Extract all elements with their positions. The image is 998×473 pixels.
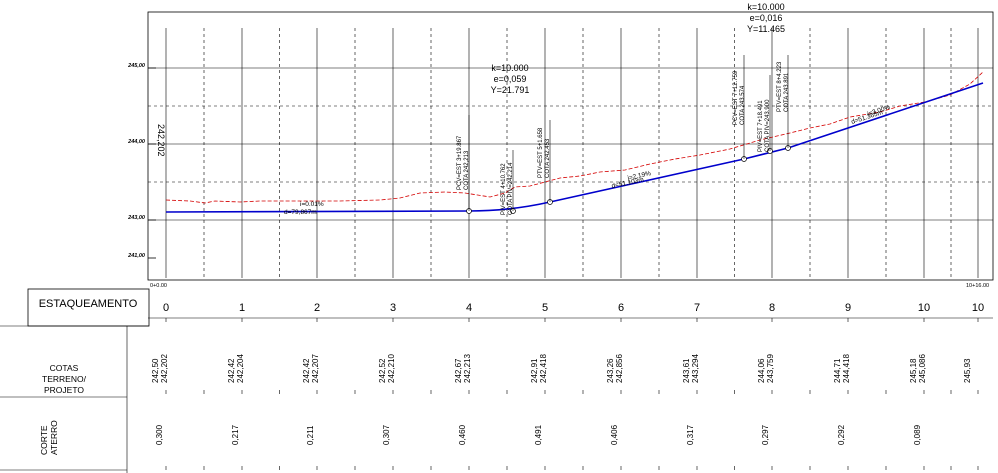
slope-grade: i=2.19% [627,170,652,182]
station-number: 5 [542,302,548,314]
pi-cota-label: COTA PIV=243.900 [765,99,771,152]
pi-label: PIV=EST 4+10.762 [501,163,507,215]
pi-label: PTV=EST 5+1.658 [538,127,544,178]
cotas-title: PROJETO [44,385,84,395]
projeto-value: 242,202 [160,354,169,383]
projeto-value: 242,210 [387,354,396,383]
profile-lines [165,55,984,214]
pi-label: PCV=EST 7+12.759 [733,70,739,125]
chainage-start: 0+0.00 [150,283,167,289]
terreno-value: 244,71 [833,358,842,383]
pi-label: PIV=EST 7+18.491 [758,100,764,152]
terreno-value: 242,42 [302,358,311,383]
terreno-value: 245,93 [963,358,972,383]
projeto-value: 242,204 [236,354,245,383]
projeto-value: 243,294 [691,354,700,383]
corte-value: 0,297 [761,424,770,445]
pi-cota-label: COTA PIV=242.214 [508,162,514,215]
corte-value: 0,491 [534,424,543,445]
terreno-value: 242,50 [151,358,160,383]
station-number: 9 [845,302,851,314]
corte-value: 0,317 [686,424,695,445]
corte-value: 0,307 [382,424,391,445]
curve-e: e=0,059 [494,74,527,84]
station-number: 2 [314,302,320,314]
elevation-label: 241,00 [127,253,145,259]
elevation-label: 244,00 [127,139,145,145]
corte-value: 0,406 [610,424,619,445]
profile-frame [147,11,994,281]
terreno-value: 242,52 [378,358,387,383]
pi-label: PCV=EST 3+19.867 [457,135,463,190]
terrain-line [165,71,984,204]
projeto-value: 242,213 [463,354,472,383]
slope-grade: i=0.01% [300,201,324,208]
corte-value: 0,211 [306,425,315,445]
pi-cota-label: COTA 242,213 [464,150,470,190]
estaqueamento-header: ESTAQUEAMENTO [38,298,138,310]
projeto-value: 244,418 [842,354,851,383]
curve-k: k=10.000 [491,63,528,73]
station-number: 0 [163,302,169,314]
cotas-title: TERRENO/ [42,374,87,384]
station-number: 6 [618,302,624,314]
curve-y: Y=21.791 [491,85,530,95]
station-number: 4 [466,302,472,314]
start-elevation-label: 242,202 [156,124,166,157]
curve-k: k=10.000 [747,2,784,12]
chainage-end: 10+16.00 [966,283,989,289]
station-number: 7 [694,302,700,314]
station-number: 10 [972,302,984,314]
terreno-value: 244,06 [757,358,766,383]
cotas-title: COTAS [50,363,79,373]
corte-value: 0,217 [231,424,240,445]
corte-value: 0,300 [155,424,164,445]
projeto-value: 242,207 [311,354,320,383]
pi-cota-label: COTA 243.891 [784,72,790,112]
elevation-label: 243,00 [127,215,145,221]
profile-labels: 245,00 244,00 243,00 241,00 242,202 0+0.00 10+… [127,2,989,289]
pi-cota-label: COTA 243.574 [740,85,746,125]
station-number: 8 [769,302,775,314]
station-number: 3 [390,302,396,314]
pi-cota-label: COTA 242.453 [545,138,551,178]
curve-y: Y=11.465 [747,24,785,34]
projeto-value: 245,086 [918,354,927,383]
station-number: 1 [239,302,245,314]
corte-title: CORTE [39,425,49,455]
terreno-value: 242,91 [530,358,539,383]
slope-length: d=79,867m [284,209,317,216]
projeto-value: 243,759 [766,354,775,383]
station-number: 10 [918,302,930,314]
terreno-value: 243,26 [606,358,615,383]
corte-title: ATERRO [49,420,59,455]
terreno-value: 242,67 [454,358,463,383]
terreno-value: 243,61 [682,358,691,383]
projeto-value: 242,418 [539,354,548,383]
elevation-label: 245,00 [127,63,145,69]
profile-grid [147,11,994,281]
pi-label: PTV=EST 8+4.223 [777,61,783,112]
terreno-value: 242,42 [227,358,236,383]
projeto-value: 242,856 [615,354,624,383]
curve-e: e=0,016 [750,13,783,23]
corte-value: 0,460 [458,424,467,445]
terreno-value: 245,18 [909,358,918,383]
corte-value: 0,089 [913,424,922,445]
corte-value: 0,292 [837,424,846,445]
design-line [165,82,984,213]
